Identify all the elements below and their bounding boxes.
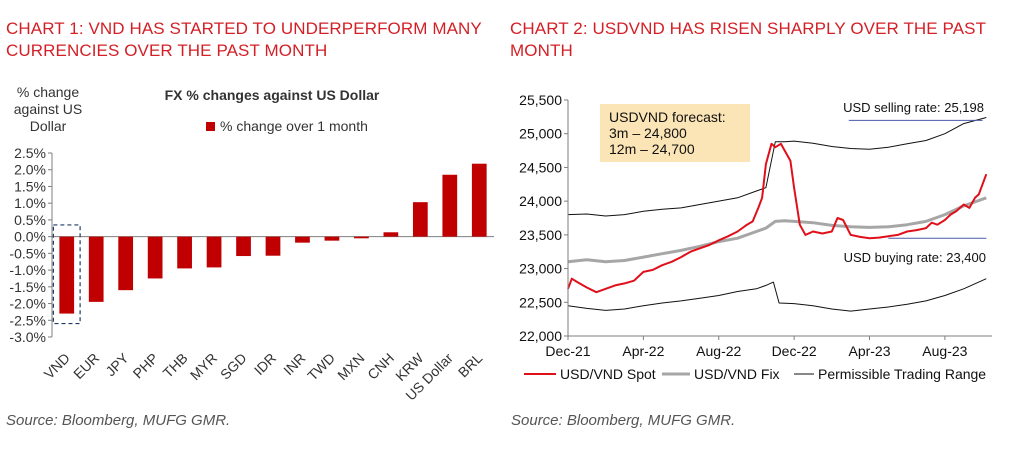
- chart-2-source: Source: Bloomberg, MUFG GMR.: [511, 412, 736, 429]
- chart-1-ylabel-line: Dollar: [30, 118, 67, 134]
- chart-2-y-tick-label: 22,500: [519, 294, 562, 310]
- chart-1-bar-php: [147, 236, 163, 279]
- chart-1-y-tick-label: 0.0%: [14, 229, 46, 245]
- chart-1-bar-krw: [412, 202, 428, 237]
- chart-1-bar-brl: [471, 163, 487, 237]
- chart-1-y-tick-label: -0.5%: [9, 245, 46, 261]
- chart-2-selling-rate-label: USD selling rate: 25,198: [843, 100, 984, 115]
- chart-1-x-label: MYR: [187, 350, 220, 383]
- chart-2-series-fix: [567, 196, 987, 264]
- chart-2-figure: USD selling rate: 25,198 USD buying rate:…: [519, 92, 992, 382]
- chart-2-series-range-upper: [567, 117, 987, 217]
- chart-2-x-tick-label: Aug-22: [696, 343, 741, 359]
- chart-2-buying-rate-label: USD buying rate: 23,400: [844, 250, 986, 265]
- chart-2-series-range-lower: [567, 278, 987, 312]
- chart-1-y-tick-label: 0.5%: [14, 212, 46, 228]
- chart-2-x-tick-label: Apr-23: [848, 343, 890, 359]
- chart-1-y-tick-label: -1.0%: [9, 262, 46, 278]
- chart-2-heading: CHART 2: USDVND HAS RISEN SHARPLY OVER T…: [510, 19, 986, 60]
- chart-1-x-label: MXN: [334, 350, 367, 383]
- chart-1-source: Source: Bloomberg, MUFG GMR.: [6, 412, 231, 429]
- chart-1-legend-swatch: [206, 122, 215, 131]
- chart-1-panel: CHART 1: VND HAS STARTED TO UNDERPERFORM…: [0, 0, 505, 452]
- chart-1-x-label: EUR: [70, 350, 102, 382]
- chart-1-bar-twd: [324, 236, 340, 241]
- chart-1-y-tick-label: 2.0%: [14, 162, 46, 178]
- chart-2-x-tick-label: Dec-21: [545, 343, 590, 359]
- chart-1-heading: CHART 1: VND HAS STARTED TO UNDERPERFORM…: [6, 19, 482, 60]
- chart-1-x-label: INR: [280, 350, 308, 378]
- chart-1-bar-myr: [206, 236, 222, 268]
- chart-1-ylabel: % change against US Dollar: [14, 84, 82, 134]
- chart-1-y-tick-label: 2.5%: [14, 145, 46, 161]
- chart-2-x-tick-label: Dec-22: [772, 343, 817, 359]
- chart-1-bar-inr: [295, 236, 310, 243]
- chart-2-legend-label: Permissible Trading Range: [818, 366, 986, 382]
- chart-1-x-label: TWD: [304, 350, 338, 384]
- chart-2-x-tick-label: Aug-23: [922, 343, 967, 359]
- chart-2-y-tick-label: 24,500: [519, 159, 562, 175]
- chart-1-bar-idr: [265, 236, 281, 256]
- chart-1-title: FX % changes against US Dollar: [165, 87, 380, 103]
- chart-1-x-label: BRL: [455, 350, 486, 381]
- chart-2-forecast-box: [600, 104, 750, 162]
- chart-1-bar-jpy: [118, 236, 134, 291]
- chart-2-y-tick-label: 23,000: [519, 261, 562, 277]
- chart-1-x-label: VND: [41, 350, 73, 382]
- chart-2-panel: CHART 2: USDVND HAS RISEN SHARPLY OVER T…: [510, 0, 1022, 452]
- chart-2-legend-label: USD/VND Fix: [694, 366, 780, 382]
- chart-2-series-spot: [567, 142, 988, 294]
- chart-1-figure: % change against US Dollar FX % changes ag…: [9, 84, 494, 403]
- chart-1-bar-us-dollar: [442, 174, 458, 237]
- chart-1-x-label: JPY: [102, 349, 132, 379]
- chart-1-legend-label: % change over 1 month: [220, 118, 368, 134]
- chart-1-bar-mxn: [354, 236, 369, 239]
- chart-2-y-tick-label: 25,000: [519, 126, 562, 142]
- chart-1-y-tick-label: -1.5%: [9, 279, 46, 295]
- chart-2-y-tick-label: 25,500: [519, 92, 562, 108]
- chart-2-y-tick-label: 22,000: [519, 328, 562, 344]
- chart-1-y-tick-label: 1.5%: [14, 178, 46, 194]
- chart-1-x-label: PHP: [130, 350, 162, 382]
- chart-1-x-label: THB: [160, 350, 191, 381]
- chart-1-bar-sgd: [236, 236, 251, 257]
- chart-2-forecast-line: USDVND forecast:: [609, 109, 726, 125]
- chart-1-x-label: SGD: [217, 350, 250, 383]
- chart-1-x-label: IDR: [251, 350, 279, 378]
- chart-1-ylabel-line: % change: [17, 84, 79, 100]
- chart-2-y-tick-label: 24,000: [519, 193, 562, 209]
- chart-1-bar-vnd: [59, 236, 75, 314]
- chart-2-x-tick-label: Apr-22: [622, 343, 664, 359]
- chart-2-legend-label: USD/VND Spot: [560, 366, 656, 382]
- chart-2-forecast-line: 12m – 24,700: [609, 141, 695, 157]
- chart-1-x-label: CNH: [364, 350, 397, 383]
- chart-2-forecast-line: 3m – 24,800: [609, 125, 687, 141]
- chart-1-bar-thb: [177, 236, 192, 269]
- chart-1-bar-cnh: [383, 232, 399, 237]
- chart-2-y-tick-label: 23,500: [519, 227, 562, 243]
- chart-1-y-tick-label: -2.5%: [9, 312, 46, 328]
- chart-1-y-tick-label: -2.0%: [9, 296, 46, 312]
- chart-1-bar-eur: [88, 236, 104, 302]
- chart-1-ylabel-line: against US: [14, 101, 82, 117]
- chart-1-y-tick-label: -3.0%: [9, 329, 46, 345]
- chart-1-y-tick-label: 1.0%: [14, 195, 46, 211]
